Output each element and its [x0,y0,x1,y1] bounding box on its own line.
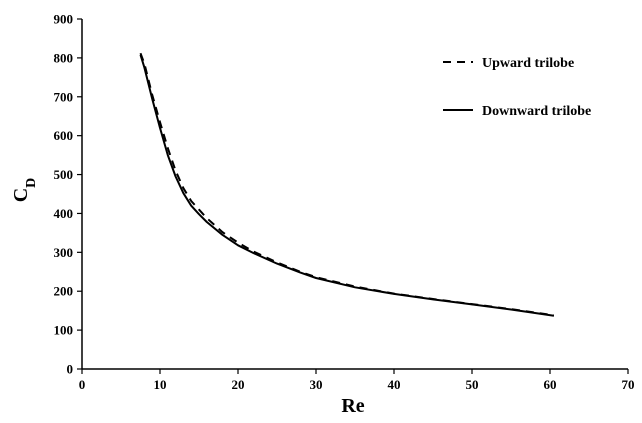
y-tick-label: 100 [54,323,74,338]
y-axis-title-subscript: D [24,178,39,188]
y-tick-label: 900 [54,12,74,27]
legend-label-upward: Upward trilobe [482,56,574,71]
x-tick-label: 50 [466,377,479,392]
x-tick-label: 10 [154,377,167,392]
axes [81,19,628,370]
y-tick-label: 500 [54,167,74,182]
series-line-downward-trilobe [139,54,555,317]
legend: Upward trilobe Downward trilobe [443,56,591,119]
y-axis-title: CD [10,178,39,203]
tick-labels: 0 10 20 30 40 50 60 700100200300400500600700800… [54,12,635,393]
y-tick-label: 700 [54,89,74,104]
y-tick-label: 400 [54,206,74,221]
y-tick-label: 600 [54,128,74,143]
x-tick-label: 20 [232,377,245,392]
x-tick-label: 60 [544,377,557,392]
y-tick-label: 300 [54,245,74,260]
y-tick-label: 0 [67,362,74,377]
data-series [139,52,555,317]
legend-label-downward: Downward trilobe [482,104,591,119]
x-tick-label: 70 [622,377,635,392]
y-axis-title-main: C [10,188,32,202]
x-tick-label: 0 [79,377,86,392]
series-line-upward-trilobe [139,52,555,317]
y-tick-label: 800 [54,50,74,65]
y-tick-label: 200 [54,284,74,299]
x-tick-label: 30 [310,377,323,392]
x-tick-label: 40 [388,377,401,392]
x-axis-title: Re [341,395,364,417]
tick-marks [77,18,629,374]
